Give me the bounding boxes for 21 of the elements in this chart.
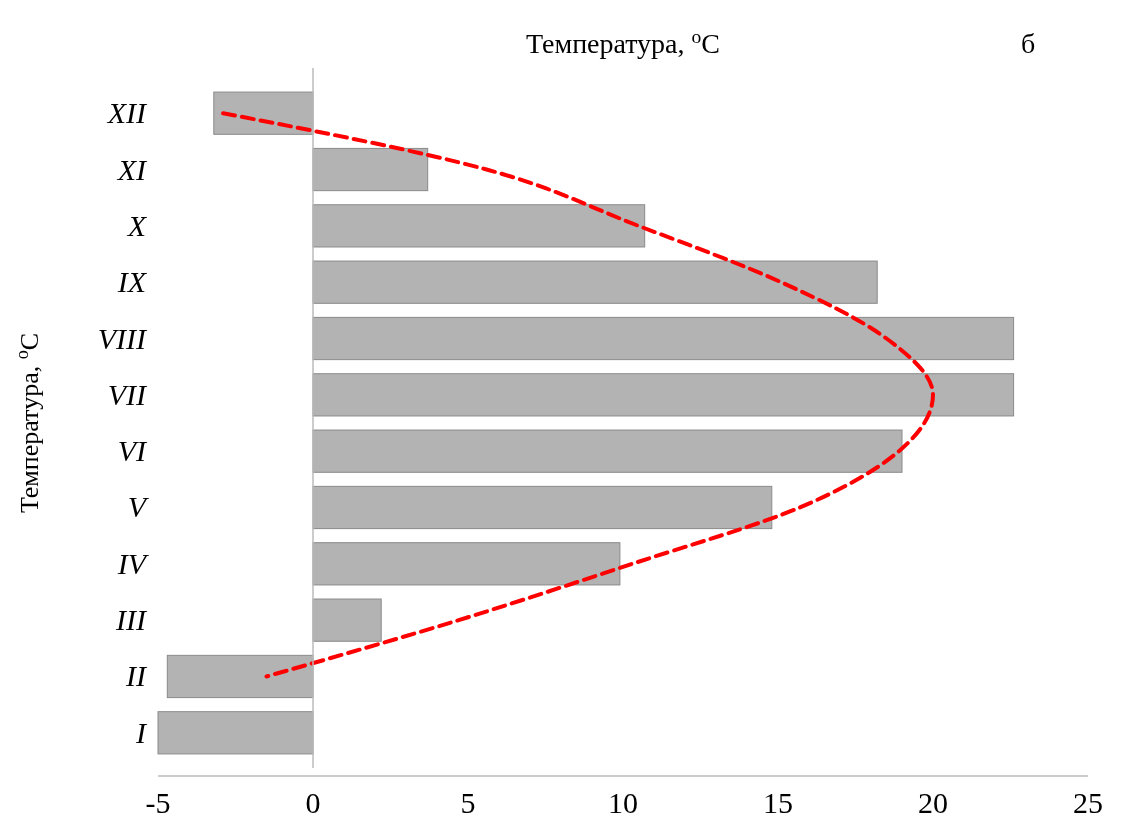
- x-tick-label: 5: [460, 786, 476, 819]
- x-tick-label: 25: [1073, 786, 1103, 819]
- x-tick-label: 15: [763, 786, 793, 819]
- y-tick-label: VIII: [97, 321, 149, 355]
- y-tick-label: XII: [106, 96, 148, 130]
- y-tick-label: XI: [116, 152, 148, 186]
- x-tick-label: 0: [305, 786, 321, 819]
- x-tick-label: -5: [145, 786, 171, 819]
- text: б: [1020, 28, 1036, 59]
- y-tick-label: IV: [116, 546, 150, 580]
- y-tick-label: II: [125, 659, 149, 693]
- y-tick-label: I: [135, 715, 148, 749]
- y-tick-label: III: [115, 603, 148, 637]
- x-tick-label: 10: [608, 786, 638, 819]
- y-tick-label: VI: [117, 434, 148, 468]
- y-tick-label: VII: [107, 377, 148, 411]
- y-tick-label: X: [126, 208, 148, 242]
- chart-title: Температура, $^{o}$C: [525, 25, 721, 59]
- x-tick-label: 20: [918, 786, 948, 819]
- y-tick-label: V: [127, 490, 150, 524]
- y-tick-label: IX: [116, 265, 148, 299]
